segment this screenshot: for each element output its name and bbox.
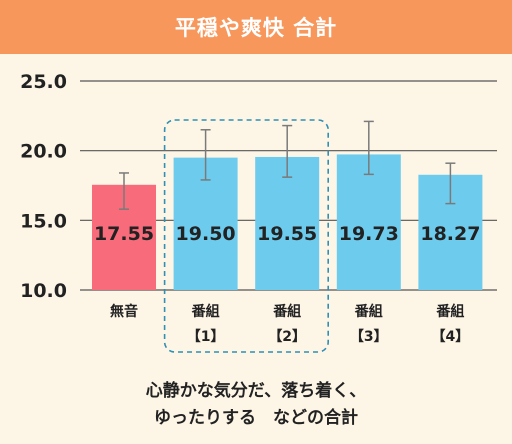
- y-tick-label: 10.0: [20, 280, 67, 302]
- data-label: 19.50: [176, 223, 236, 245]
- x-tick-label: 【1】: [187, 329, 225, 345]
- x-tick-label: 番組: [435, 303, 464, 320]
- highlight-box: [163, 119, 330, 353]
- data-label: 17.55: [94, 223, 154, 245]
- caption-line-2: ゆったりする などの合計: [154, 408, 358, 428]
- chart-header: 平穏や爽快 合計: [0, 0, 512, 54]
- x-tick-label: 【4】: [432, 329, 470, 345]
- x-tick-label: 番組: [272, 303, 301, 320]
- bar-chart: 25.0 20.0 15.0 10.0 17.55 無音 19.50 番組【1】 19.55 番組…: [20, 71, 497, 353]
- x-tick-label: 番組: [191, 303, 220, 320]
- x-tick-label: 無音: [110, 303, 138, 320]
- x-tick-label: 番組: [354, 303, 383, 320]
- data-label: 19.73: [339, 223, 399, 245]
- y-tick-label: 20.0: [20, 141, 67, 163]
- y-tick-label: 15.0: [20, 210, 67, 232]
- chart-title: 平穏や爽快 合計: [174, 16, 338, 40]
- data-label: 19.55: [257, 223, 317, 245]
- bar: [255, 156, 320, 290]
- bar: [336, 154, 401, 290]
- y-tick-label: 25.0: [20, 71, 67, 93]
- data-label: 18.27: [420, 223, 480, 245]
- x-tick-label: 【2】: [268, 329, 306, 345]
- caption-line-1: 心静かな気分だ、落ち着く、: [145, 381, 367, 401]
- x-tick-label: 【3】: [350, 329, 388, 345]
